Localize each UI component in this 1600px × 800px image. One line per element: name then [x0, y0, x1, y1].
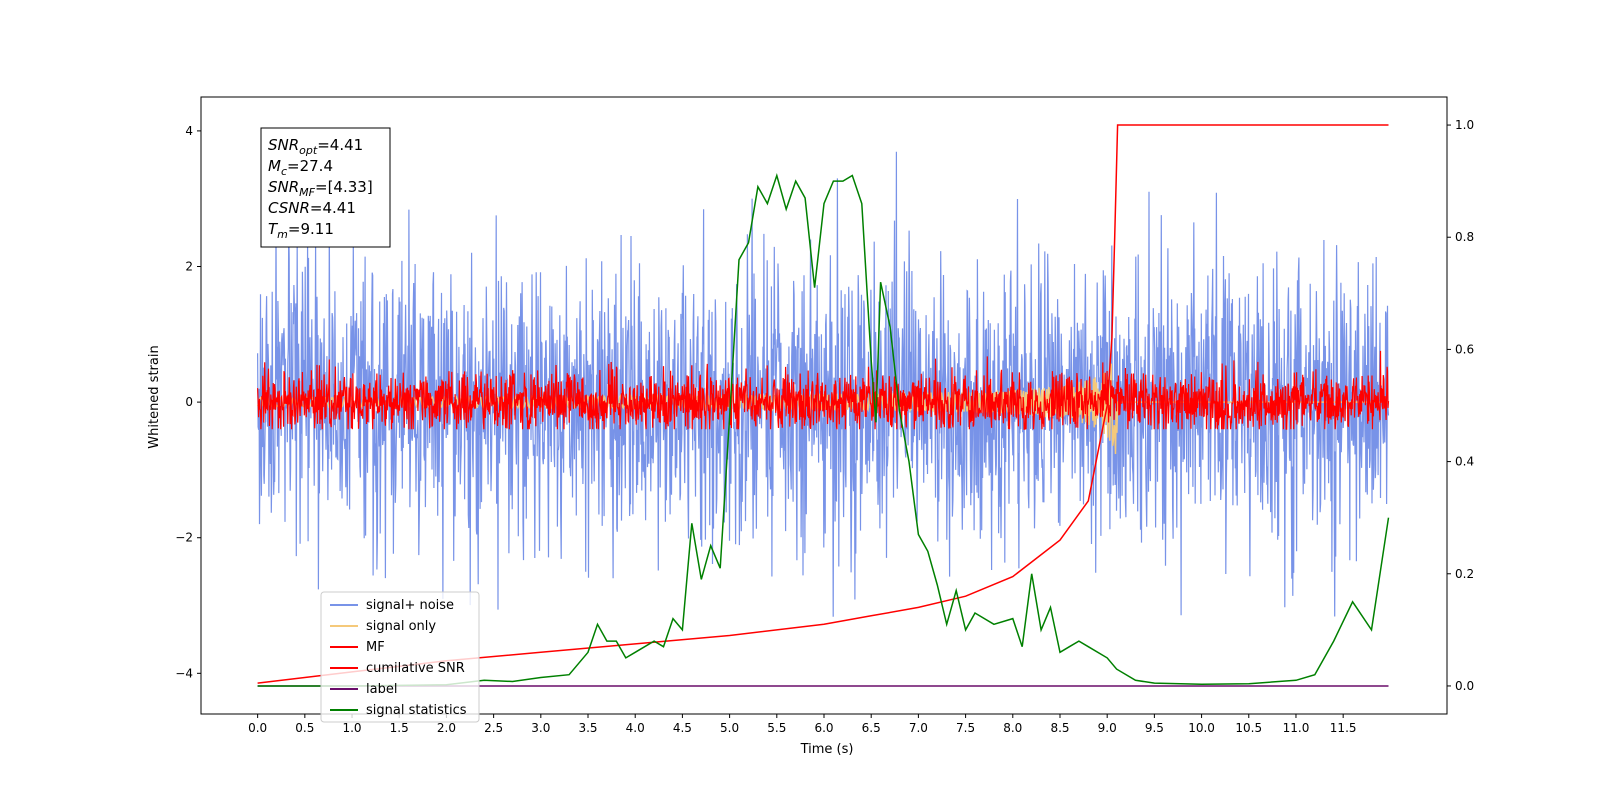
y-right-tick-label: 0.2	[1455, 567, 1474, 581]
y-left-tick-label: 2	[185, 260, 193, 274]
x-axis-label: Time (s)	[800, 742, 854, 757]
y-right-tick-label: 0.4	[1455, 455, 1474, 469]
x-tick-label: 9.5	[1145, 721, 1164, 735]
y-right-tick-label: 0.6	[1455, 342, 1474, 356]
x-tick-label: 2.0	[437, 721, 456, 735]
x-tick-label: 1.5	[390, 721, 409, 735]
y-right-tick-label: 0.8	[1455, 230, 1474, 244]
x-tick-label: 0.5	[295, 721, 314, 735]
x-tick-label: 11.5	[1330, 721, 1357, 735]
x-tick-label: 9.0	[1098, 721, 1117, 735]
x-tick-label: 3.5	[578, 721, 597, 735]
x-tick-label: 4.0	[626, 721, 645, 735]
x-tick-label: 8.0	[1003, 721, 1022, 735]
x-tick-label: 10.5	[1235, 721, 1262, 735]
x-tick-label: 2.5	[484, 721, 503, 735]
y-left-tick-label: 4	[185, 124, 193, 138]
annotation-line: CSNR=4.41	[268, 199, 356, 217]
x-tick-label: 7.0	[909, 721, 928, 735]
annotation-line: Mc=27.4	[268, 157, 333, 178]
series-signal-statistics-line	[257, 172, 1390, 687]
series-mf-line	[257, 350, 1390, 430]
annotation-line: SNRMF=[4.33]	[268, 178, 373, 199]
x-tick-label: 5.5	[767, 721, 786, 735]
x-tick-label: 3.0	[531, 721, 550, 735]
x-tick-label: 5.0	[720, 721, 739, 735]
legend-label: MF	[366, 640, 385, 655]
x-tick-label: 10.0	[1188, 721, 1215, 735]
x-tick-label: 7.5	[956, 721, 975, 735]
annotation-line: SNRopt=4.41	[268, 136, 363, 157]
series-cumilative-snr-line	[257, 124, 1389, 684]
y-right-tick-label: 1.0	[1455, 118, 1474, 132]
x-tick-label: 11.0	[1283, 721, 1310, 735]
x-tick-label: 0.0	[248, 721, 267, 735]
legend-label: cumilative SNR	[366, 661, 465, 676]
legend-label: signal only	[366, 619, 436, 634]
annotation-line: Tm=9.11	[268, 220, 334, 241]
annotation-box-frame	[260, 127, 391, 248]
x-tick-label: 4.5	[673, 721, 692, 735]
y-left-tick-label: −4	[175, 666, 193, 680]
y-left-tick-label: −2	[175, 531, 193, 545]
x-tick-label: 8.5	[1050, 721, 1069, 735]
y-right-tick-label: 0.0	[1455, 679, 1474, 693]
legend-label: label	[366, 682, 397, 697]
legend-frame	[320, 591, 480, 723]
x-tick-label: 1.0	[342, 721, 361, 735]
axes: 0.0 0.5 1.0 1.5 2.0 2.5 3.0 3.5 4.0 4.5 5.0 5.5 6.0 6…	[175, 96, 1474, 735]
legend: signal+ noise signal only MF cumilative SNR…	[320, 591, 480, 723]
legend-label: signal+ noise	[366, 598, 454, 613]
x-tick-label: 6.5	[862, 721, 881, 735]
y-left-tick-label: 0	[185, 395, 193, 409]
y-axis-label: Whitened strain	[147, 345, 162, 448]
legend-label: signal statistics	[366, 703, 467, 718]
x-tick-label: 6.0	[814, 721, 833, 735]
